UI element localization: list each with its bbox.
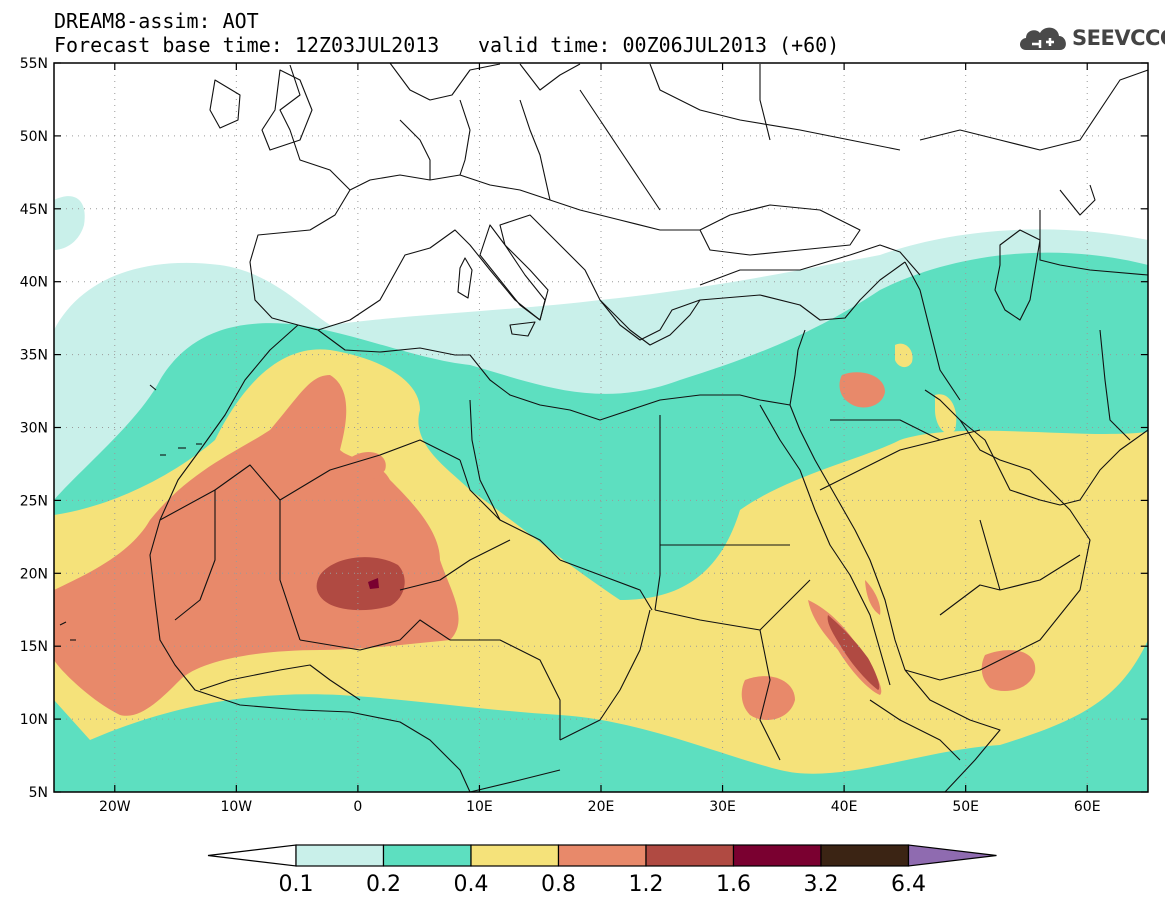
lon-tick-label: 20E [588, 799, 615, 815]
lat-tick-label: 20N [20, 566, 48, 582]
longitude-axis: 20W 10W 0 10E 20E 30E 40E 50E 60E [99, 63, 1101, 815]
cloud-icon [1020, 27, 1066, 50]
colorbar-segment [295, 844, 385, 867]
colorbar-level-label: 0.1 [279, 872, 314, 897]
coastlines-and-borders [59, 63, 1148, 792]
colorbar-level-label: 0.2 [366, 872, 401, 897]
lat-tick-label: 30N [20, 421, 48, 437]
colorbar-segment [732, 844, 822, 867]
colorbar-level-label: 1.6 [716, 872, 751, 897]
colorbar-level-label: 0.8 [541, 872, 576, 897]
colorbar-level-label: 6.4 [891, 872, 926, 897]
aot-band-1.6-3.2 [368, 578, 379, 589]
colorbar: 0.1 0.2 0.4 0.8 1.2 1.6 3.2 6.4 [207, 844, 997, 897]
aot-band-0.8-1.2 [54, 372, 1036, 720]
lon-tick-label: 50E [952, 799, 979, 815]
colorbar-level-label: 0.4 [454, 872, 489, 897]
colorbar-segment [557, 844, 647, 867]
lat-tick-label: 5N [29, 785, 48, 801]
lat-tick-label: 50N [20, 129, 48, 145]
colorbar-segment [820, 844, 910, 867]
colorbar-level-label: 1.2 [629, 872, 664, 897]
valid-time-text: valid time: 00Z06JUL2013 (+60) [478, 33, 840, 57]
lat-tick-label: 45N [20, 202, 48, 218]
colorbar-upper-extension [907, 844, 997, 867]
logo-text: SEEVCCC [1072, 26, 1165, 50]
lat-tick-label: 55N [20, 56, 48, 72]
lat-tick-label: 40N [20, 275, 48, 291]
colorbar-level-label: 3.2 [804, 872, 839, 897]
latitude-axis: 55N 50N 45N 40N 35N 30N 25N 20N 15N 10N 5N [20, 56, 1148, 801]
lat-tick-label: 10N [20, 712, 48, 728]
lon-tick-label: 10W [220, 799, 252, 815]
lon-tick-label: 30E [709, 799, 736, 815]
colorbar-segment [470, 844, 560, 867]
lon-tick-label: 0 [353, 799, 362, 815]
lon-tick-label: 60E [1074, 799, 1101, 815]
seevccc-logo: SEEVCCC [1016, 22, 1165, 56]
colorbar-lower-extension [207, 844, 297, 867]
map-title: DREAM8-assim: AOT [54, 9, 259, 33]
colorbar-segment [645, 844, 735, 867]
lat-tick-label: 25N [20, 493, 48, 509]
colorbar-segment [382, 844, 472, 867]
lat-tick-label: 15N [20, 639, 48, 655]
lon-tick-label: 10E [466, 799, 493, 815]
base-time-text: Forecast base time: 12Z03JUL2013 [54, 33, 440, 57]
forecast-times: Forecast base time: 12Z03JUL2013 valid ti… [54, 33, 839, 57]
lat-tick-label: 35N [20, 348, 48, 364]
lon-tick-label: 20W [99, 799, 131, 815]
lon-tick-label: 40E [831, 799, 858, 815]
aot-band-1.2-1.6 [316, 557, 880, 690]
